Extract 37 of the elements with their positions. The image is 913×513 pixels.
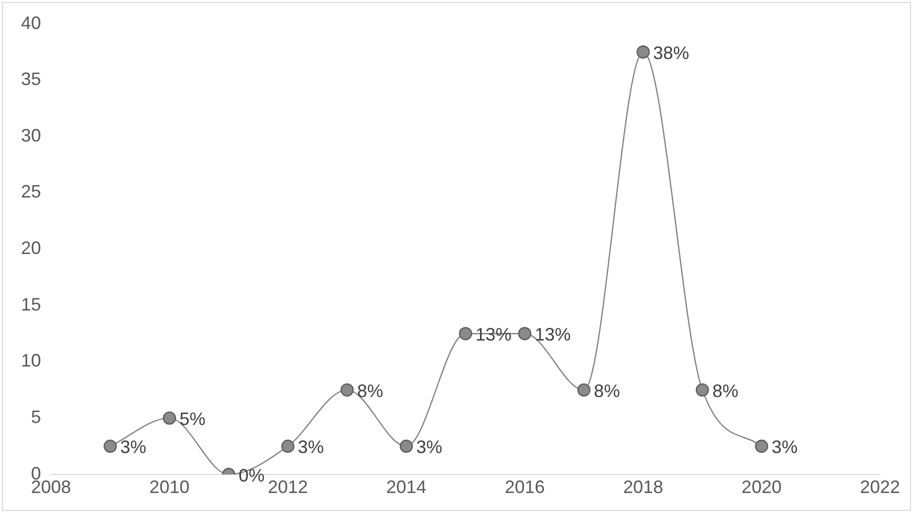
y-tick-label: 15	[20, 294, 42, 314]
x-tick-label: 2012	[268, 477, 308, 498]
data-label: 3%	[120, 437, 146, 458]
point	[577, 383, 591, 397]
y-tick-label: 30	[20, 125, 42, 146]
data-label: 8%	[357, 380, 384, 401]
x-tick-label: 2022	[860, 477, 900, 498]
x-tick-label: 2020	[742, 477, 782, 498]
x-tick-label: 2016	[504, 477, 545, 498]
data-label: 3%	[416, 437, 442, 458]
data-label: 8%	[594, 380, 620, 401]
data-label: 13%	[534, 324, 571, 345]
x-tick-label: 2018	[623, 477, 664, 498]
point	[458, 326, 472, 340]
data-label: 3%	[298, 437, 324, 458]
data-label: 3%	[772, 437, 798, 458]
point	[696, 383, 709, 397]
y-tick-label: 25	[20, 182, 42, 202]
y-tick-label: 40	[20, 12, 42, 33]
point	[104, 440, 117, 453]
y-tick-label: 5	[31, 407, 42, 428]
y-tick-label: 10	[20, 350, 42, 371]
y-tick-label: 20	[20, 238, 42, 258]
point	[162, 411, 176, 425]
point	[281, 440, 294, 453]
point	[754, 440, 768, 453]
data-label: 5%	[179, 409, 206, 430]
data-label: 38%	[653, 42, 690, 63]
x-tick-label: 2010	[149, 477, 190, 498]
data-label: 0%	[238, 465, 265, 486]
point	[636, 45, 650, 59]
point	[340, 383, 354, 397]
x-tick-label: 2014	[386, 477, 426, 498]
data-label: 8%	[712, 380, 738, 401]
point	[518, 326, 532, 340]
point	[400, 440, 413, 453]
y-tick-label: 35	[20, 69, 42, 90]
